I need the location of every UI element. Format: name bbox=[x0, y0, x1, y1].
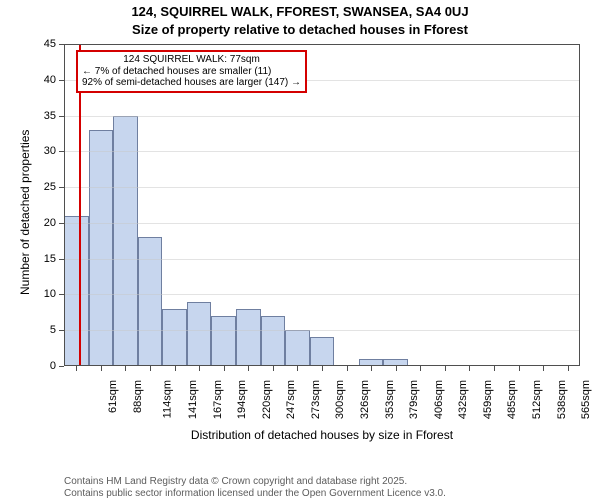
footer-line-2: Contains public sector information licen… bbox=[64, 488, 600, 500]
y-tick-label: 35 bbox=[2, 110, 56, 122]
y-tick-mark bbox=[59, 330, 64, 331]
histogram-bar bbox=[310, 337, 335, 366]
grid-line bbox=[64, 294, 580, 295]
x-tick-label: 538sqm bbox=[556, 380, 568, 419]
y-tick-mark bbox=[59, 80, 64, 81]
x-tick-label: 273sqm bbox=[310, 380, 322, 419]
y-tick-mark bbox=[59, 44, 64, 45]
x-tick-label: 300sqm bbox=[335, 380, 347, 419]
histogram-bar bbox=[236, 309, 261, 366]
y-tick-label: 0 bbox=[2, 360, 56, 372]
y-tick-mark bbox=[59, 223, 64, 224]
y-tick-label: 5 bbox=[2, 324, 56, 336]
x-tick-label: 565sqm bbox=[580, 380, 592, 419]
histogram-bar bbox=[113, 116, 138, 366]
histogram-bar bbox=[187, 302, 212, 366]
histogram-bar bbox=[162, 309, 187, 366]
y-tick-mark bbox=[59, 151, 64, 152]
info-box-line: ← 7% of detached houses are smaller (11) bbox=[82, 66, 301, 78]
footer-line-1: Contains HM Land Registry data © Crown c… bbox=[64, 476, 600, 488]
grid-line bbox=[64, 223, 580, 224]
y-tick-label: 40 bbox=[2, 74, 56, 86]
histogram-bar bbox=[285, 330, 310, 366]
x-tick-label: 114sqm bbox=[162, 380, 174, 418]
histogram-bar bbox=[383, 359, 408, 366]
x-tick-label: 167sqm bbox=[212, 380, 224, 419]
x-tick-label: 220sqm bbox=[261, 380, 273, 419]
grid-line bbox=[64, 116, 580, 117]
histogram-bar bbox=[211, 316, 236, 366]
x-tick-label: 247sqm bbox=[285, 380, 297, 419]
x-tick-labels: 61sqm 88sqm 114sqm 141sqm 167sqm 194sqm 220sqm… bbox=[64, 366, 580, 426]
info-box-line: 92% of semi-detached houses are larger (… bbox=[82, 77, 301, 89]
y-axis-label: Number of detached properties bbox=[18, 130, 32, 295]
x-tick-label: 512sqm bbox=[531, 380, 543, 419]
y-tick-label: 45 bbox=[2, 38, 56, 50]
grid-line bbox=[64, 259, 580, 260]
y-tick-mark bbox=[59, 294, 64, 295]
x-tick-label: 406sqm bbox=[433, 380, 445, 419]
y-tick-mark bbox=[59, 187, 64, 188]
x-tick-label: 459sqm bbox=[482, 380, 494, 419]
y-tick-mark bbox=[59, 116, 64, 117]
footer: Contains HM Land Registry data © Crown c… bbox=[0, 476, 600, 500]
grid-line bbox=[64, 151, 580, 152]
x-tick-label: 485sqm bbox=[507, 380, 519, 419]
histogram-bar bbox=[64, 216, 89, 366]
info-box-line: 124 SQUIRREL WALK: 77sqm bbox=[82, 54, 301, 66]
grid-line bbox=[64, 330, 580, 331]
histogram-bar bbox=[261, 316, 286, 366]
title-line-1: 124, SQUIRREL WALK, FFOREST, SWANSEA, SA… bbox=[0, 4, 600, 20]
chart-container: 124, SQUIRREL WALK, FFOREST, SWANSEA, SA… bbox=[0, 0, 600, 500]
x-tick-label: 353sqm bbox=[384, 380, 396, 419]
x-tick-label: 88sqm bbox=[132, 380, 144, 413]
histogram-bar bbox=[138, 237, 163, 366]
x-tick-label: 141sqm bbox=[187, 380, 199, 419]
title-line-2: Size of property relative to detached ho… bbox=[0, 22, 600, 38]
plot-area: 124 SQUIRREL WALK: 77sqm← 7% of detached… bbox=[64, 44, 580, 366]
x-tick-label: 432sqm bbox=[457, 380, 469, 419]
x-tick-label: 379sqm bbox=[408, 380, 420, 419]
x-tick-label: 194sqm bbox=[236, 380, 248, 419]
y-tick-mark bbox=[59, 259, 64, 260]
x-axis-label: Distribution of detached houses by size … bbox=[64, 428, 580, 442]
info-box: 124 SQUIRREL WALK: 77sqm← 7% of detached… bbox=[76, 50, 307, 93]
histogram-bar bbox=[359, 359, 384, 366]
grid-line bbox=[64, 187, 580, 188]
x-tick-label: 326sqm bbox=[359, 380, 371, 419]
x-tick-label: 61sqm bbox=[107, 380, 119, 413]
